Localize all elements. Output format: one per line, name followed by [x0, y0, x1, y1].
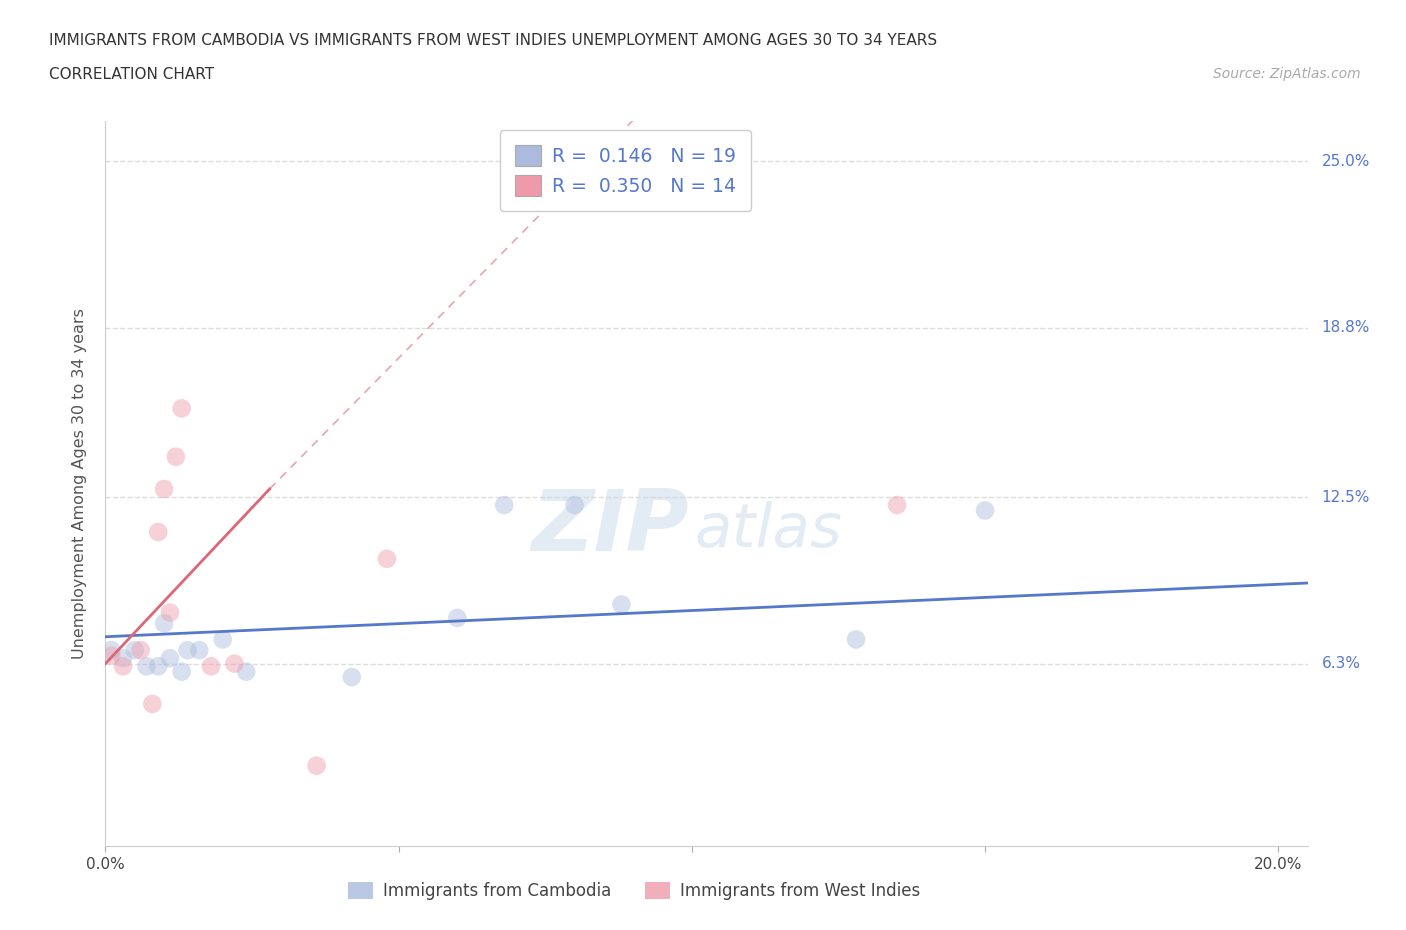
Point [564, 498, 586, 512]
Point [305, 758, 328, 773]
Point [141, 697, 163, 711]
Point [235, 664, 257, 679]
Point [610, 597, 633, 612]
Point [188, 643, 211, 658]
Point [974, 503, 997, 518]
Point [148, 658, 170, 673]
Point [494, 498, 516, 512]
Text: 6.3%: 6.3% [1322, 656, 1361, 671]
Point [211, 632, 233, 647]
Point [153, 616, 176, 631]
Y-axis label: Unemployment Among Ages 30 to 34 years: Unemployment Among Ages 30 to 34 years [72, 308, 87, 659]
Text: CORRELATION CHART: CORRELATION CHART [49, 67, 214, 82]
Text: IMMIGRANTS FROM CAMBODIA VS IMMIGRANTS FROM WEST INDIES UNEMPLOYMENT AMONG AGES : IMMIGRANTS FROM CAMBODIA VS IMMIGRANTS F… [49, 33, 938, 47]
Point [135, 658, 157, 673]
Text: 18.8%: 18.8% [1322, 320, 1369, 336]
Point [165, 449, 187, 464]
Point [159, 651, 181, 666]
Point [340, 670, 363, 684]
Point [129, 643, 152, 658]
Point [148, 525, 170, 539]
Point [845, 632, 868, 647]
Point [159, 605, 181, 620]
Text: ZIP: ZIP [531, 485, 689, 568]
Point [446, 610, 468, 625]
Text: 25.0%: 25.0% [1322, 153, 1369, 168]
Text: 12.5%: 12.5% [1322, 489, 1369, 505]
Point [375, 551, 398, 566]
Point [112, 651, 135, 666]
Point [100, 648, 122, 663]
Legend: Immigrants from Cambodia, Immigrants from West Indies: Immigrants from Cambodia, Immigrants fro… [342, 875, 927, 907]
Text: Source: ZipAtlas.com: Source: ZipAtlas.com [1213, 67, 1361, 81]
Point [170, 664, 193, 679]
Point [886, 498, 908, 512]
Point [124, 643, 146, 658]
Point [100, 643, 122, 658]
Point [224, 657, 246, 671]
Text: atlas: atlas [695, 501, 842, 560]
Point [170, 401, 193, 416]
Point [153, 482, 176, 497]
Point [112, 658, 135, 673]
Point [200, 658, 222, 673]
Point [176, 643, 198, 658]
